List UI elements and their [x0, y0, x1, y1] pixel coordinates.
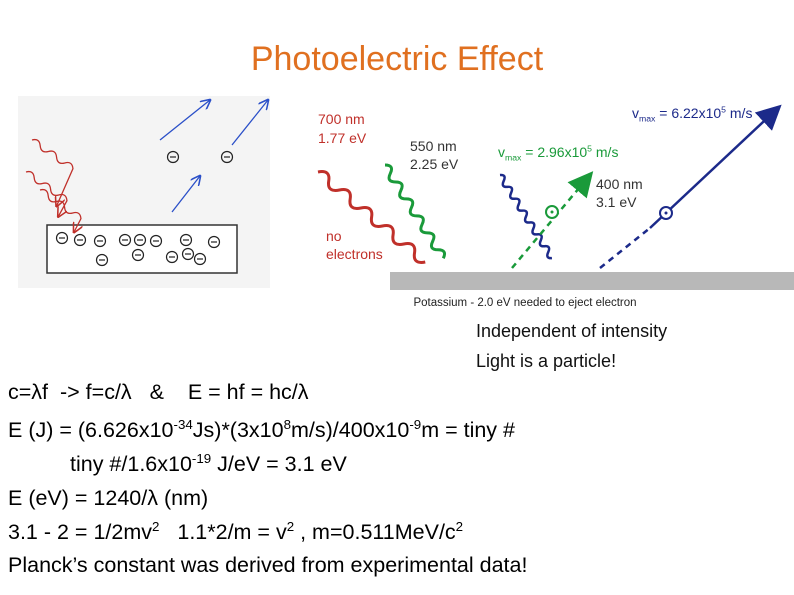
diagram-label: 2.25 eV — [410, 156, 459, 172]
text-run: tiny #/1.6x10 — [70, 452, 192, 476]
supscript: -34 — [174, 417, 194, 432]
electron-icon — [95, 253, 109, 267]
text-run: 2.25 eV — [410, 156, 459, 172]
slide-title: Photoelectric Effect — [251, 40, 544, 78]
text-run: , m=0.511MeV/c — [294, 520, 456, 544]
equation-line: c=λf -> f=c/λ & E = hf = hc/λ — [8, 380, 309, 404]
electron-icon — [73, 233, 87, 247]
equation-line: tiny #/1.6x10-19 J/eV = 3.1 eV — [70, 451, 348, 476]
equation-line: E (eV) = 1240/λ (nm) — [8, 486, 208, 510]
diagram-label: 700 nm — [318, 111, 365, 127]
note: Independent of intensity — [476, 321, 667, 341]
equation-line: E (J) = (6.626x10-34Js)*(3x108m/s)/400x1… — [8, 417, 515, 442]
electron-icon — [207, 235, 221, 249]
text-run: m = tiny # — [421, 418, 515, 442]
supscript: -19 — [192, 451, 211, 466]
text-run: electrons — [326, 246, 383, 262]
diagram-caption: Potassium - 2.0 eV needed to eject elect… — [413, 297, 636, 309]
electron-icon — [131, 248, 145, 262]
diagram-label: 400 nm — [596, 176, 643, 192]
diagram-label: vmax = 2.96x105 m/s — [498, 144, 618, 163]
electron-icon — [166, 150, 180, 164]
diagram-label: electrons — [326, 246, 383, 262]
diagram-label: vmax = 6.22x105 m/s — [632, 105, 752, 124]
electron-icon — [165, 250, 179, 264]
electron-icon — [193, 252, 207, 266]
supscript: -9 — [409, 417, 421, 432]
electron-icon — [55, 231, 69, 245]
text-run: 3.1 - 2 = 1/2mv — [8, 520, 152, 544]
electron-icon — [133, 233, 147, 247]
text-run: = 6.22x10 — [655, 105, 721, 121]
text-run: 550 nm — [410, 138, 457, 154]
text-run: E (eV) = 1240/λ (nm) — [8, 486, 208, 510]
text-run: 3.1 eV — [596, 194, 637, 210]
supscript: 2 — [287, 519, 294, 534]
text-run: 1.77 eV — [318, 130, 367, 146]
text-run: m/s — [726, 105, 752, 121]
supscript: 5 — [587, 144, 592, 154]
supscript: 5 — [721, 105, 726, 115]
electron-icon — [179, 233, 193, 247]
diagram-label: 3.1 eV — [596, 194, 637, 210]
electron-icon — [118, 233, 132, 247]
left-diagram — [18, 96, 270, 288]
subscript: max — [639, 114, 656, 124]
text-run: E (J) = (6.626x10 — [8, 418, 174, 442]
electron-icon — [93, 234, 107, 248]
electron-icon — [220, 150, 234, 164]
text-run: Planck’s constant was derived from exper… — [8, 553, 527, 577]
electron-icon — [149, 234, 163, 248]
text-run: Js)*(3x10 — [193, 418, 284, 442]
equation-line: 3.1 - 2 = 1/2mv2 1.1*2/m = v2 , m=0.511M… — [8, 519, 463, 544]
text-run: J/eV = 3.1 eV — [211, 452, 347, 476]
diagram-label: 550 nm — [410, 138, 457, 154]
text-run: no — [326, 228, 342, 244]
text-run: m/s)/400x10 — [291, 418, 409, 442]
diagram-label: no — [326, 228, 342, 244]
text-run: 400 nm — [596, 176, 643, 192]
text-run: c=λf -> f=c/λ & E = hf = hc/λ — [8, 380, 309, 404]
supscript: 8 — [284, 417, 291, 432]
text-run: = 2.96x10 — [521, 144, 587, 160]
text-run: m/s — [592, 144, 618, 160]
text-run: v — [632, 105, 639, 121]
equation-line: Planck’s constant was derived from exper… — [8, 553, 527, 577]
text-run: v — [498, 144, 505, 160]
diagram-label: 1.77 eV — [318, 130, 367, 146]
electron-icon — [181, 247, 195, 261]
text-run: 700 nm — [318, 111, 365, 127]
text-run: 1.1*2/m = v — [159, 520, 287, 544]
supscript: 2 — [152, 519, 159, 534]
supscript: 2 — [456, 519, 463, 534]
note: Light is a particle! — [476, 351, 616, 371]
subscript: max — [505, 153, 522, 163]
